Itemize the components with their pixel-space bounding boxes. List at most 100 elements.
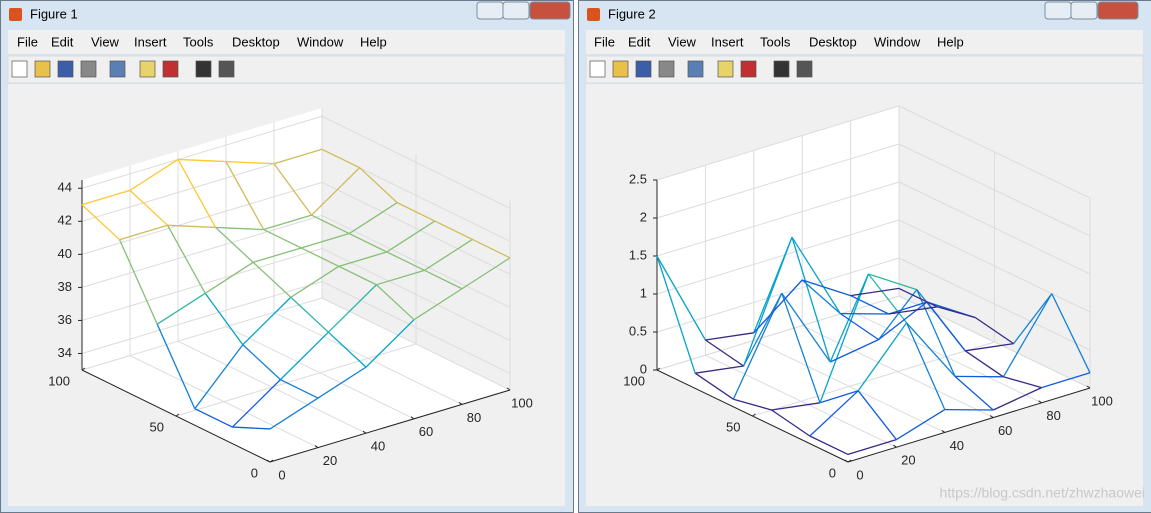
minimize-button[interactable] [1044,1,1072,20]
menu-item[interactable]: File [17,34,38,49]
menu-item[interactable]: Desktop [809,34,857,49]
mesh-segment [194,344,244,410]
z-tick-label: 0.5 [629,323,647,338]
mesh-segment [975,317,1014,345]
mesh-segment [434,220,473,241]
toolbar-button[interactable] [796,60,813,78]
axes-background [657,106,1090,462]
x-tick-label: 100 [1091,393,1113,408]
minimize-button[interactable] [476,1,504,20]
z-tick-label: 44 [58,180,72,195]
mesh-segment [290,265,340,298]
menu-item[interactable]: Tools [183,34,214,49]
tick-mark [941,429,946,433]
mesh-segment [338,251,387,267]
toolbar-button[interactable] [80,60,97,78]
mesh-segment [656,255,706,341]
menu-item[interactable]: Help [360,34,387,49]
toolbar-button[interactable] [195,60,212,78]
menu-item[interactable]: View [668,34,697,49]
mesh-segment [1003,376,1042,389]
menu-item[interactable]: Window [297,34,344,49]
z-tick-label: 2 [640,209,647,224]
toolbar-button[interactable] [589,60,606,78]
mesh-segment [81,189,131,206]
mesh-segment [868,273,917,291]
menu-item[interactable]: View [91,34,120,49]
mesh-segment [327,331,367,368]
mesh-segment [215,226,264,231]
menu-item[interactable]: Tools [760,34,791,49]
toolbar-button[interactable] [57,60,74,78]
y-tick-label: 100 [48,373,70,388]
toolbar-button[interactable] [740,60,757,78]
mesh-segment [119,239,158,325]
mesh-segment [992,387,1042,411]
mesh-segment [177,158,227,163]
menu-item[interactable]: Edit [51,34,74,49]
menu-item[interactable]: File [594,34,615,49]
close-button[interactable] [1097,1,1139,20]
menu-item[interactable]: Edit [628,34,651,49]
mesh-segment [300,247,340,267]
z-tick-label: 1.5 [629,247,647,262]
grid-line [81,181,323,255]
mesh-segment [317,366,367,399]
grid-line [656,181,900,257]
y-tick-label: 50 [150,419,164,434]
mesh-segment [338,265,377,286]
mesh-segment [937,306,976,319]
mesh-segment [878,301,928,341]
maximize-button[interactable] [502,1,530,20]
grid-line [752,341,995,417]
mesh-segment [819,273,870,404]
toolbar-button[interactable] [717,60,734,78]
mesh-segment [965,342,1014,352]
toolbar-button[interactable] [11,60,28,78]
mesh-segment [743,292,783,367]
toolbar-button[interactable] [635,60,652,78]
toolbar-button[interactable] [139,60,156,78]
grid-line [81,214,323,288]
watermark: https://blog.csdn.net/zhwzhaowei [940,485,1145,501]
menu-item[interactable]: Insert [711,34,744,49]
close-button[interactable] [529,1,571,20]
toolbar-button[interactable] [109,60,126,78]
x-tick-label: 100 [511,395,533,410]
toolbar-button[interactable] [658,60,675,78]
toolbar-button[interactable] [773,60,790,78]
x-tick-label: 80 [1046,408,1060,423]
tick-mark [989,415,994,419]
mesh-segment [1041,372,1091,389]
menu-item[interactable]: Insert [134,34,167,49]
mesh-segment [215,226,254,263]
x-tick-label: 60 [998,423,1012,438]
mesh-segment [472,238,511,259]
z-tick-label: 34 [58,345,72,360]
menu-bar [8,30,565,54]
mesh-segment [809,390,859,437]
menu-item[interactable]: Desktop [232,34,280,49]
mesh-segment [348,202,398,235]
toolbar-button[interactable] [218,60,235,78]
tick-mark [893,444,897,448]
mesh-segment [413,288,463,321]
mesh-segment [801,279,841,315]
mesh-segment [867,273,908,324]
maximize-button[interactable] [1070,1,1098,20]
z-tick-label: 1 [640,285,647,300]
mesh-segment [252,261,292,298]
tick-mark [410,416,415,420]
menu-item[interactable]: Help [937,34,964,49]
z-tick-label: 40 [58,246,72,261]
tick-mark [175,413,180,417]
mesh-segment [311,214,350,235]
toolbar-button[interactable] [34,60,51,78]
toolbar-button[interactable] [612,60,629,78]
y-tick-label: 0 [251,465,258,480]
mesh-segment [167,224,206,294]
toolbar-button[interactable] [687,60,704,78]
toolbar-button[interactable] [162,60,179,78]
menu-item[interactable]: Window [874,34,921,49]
